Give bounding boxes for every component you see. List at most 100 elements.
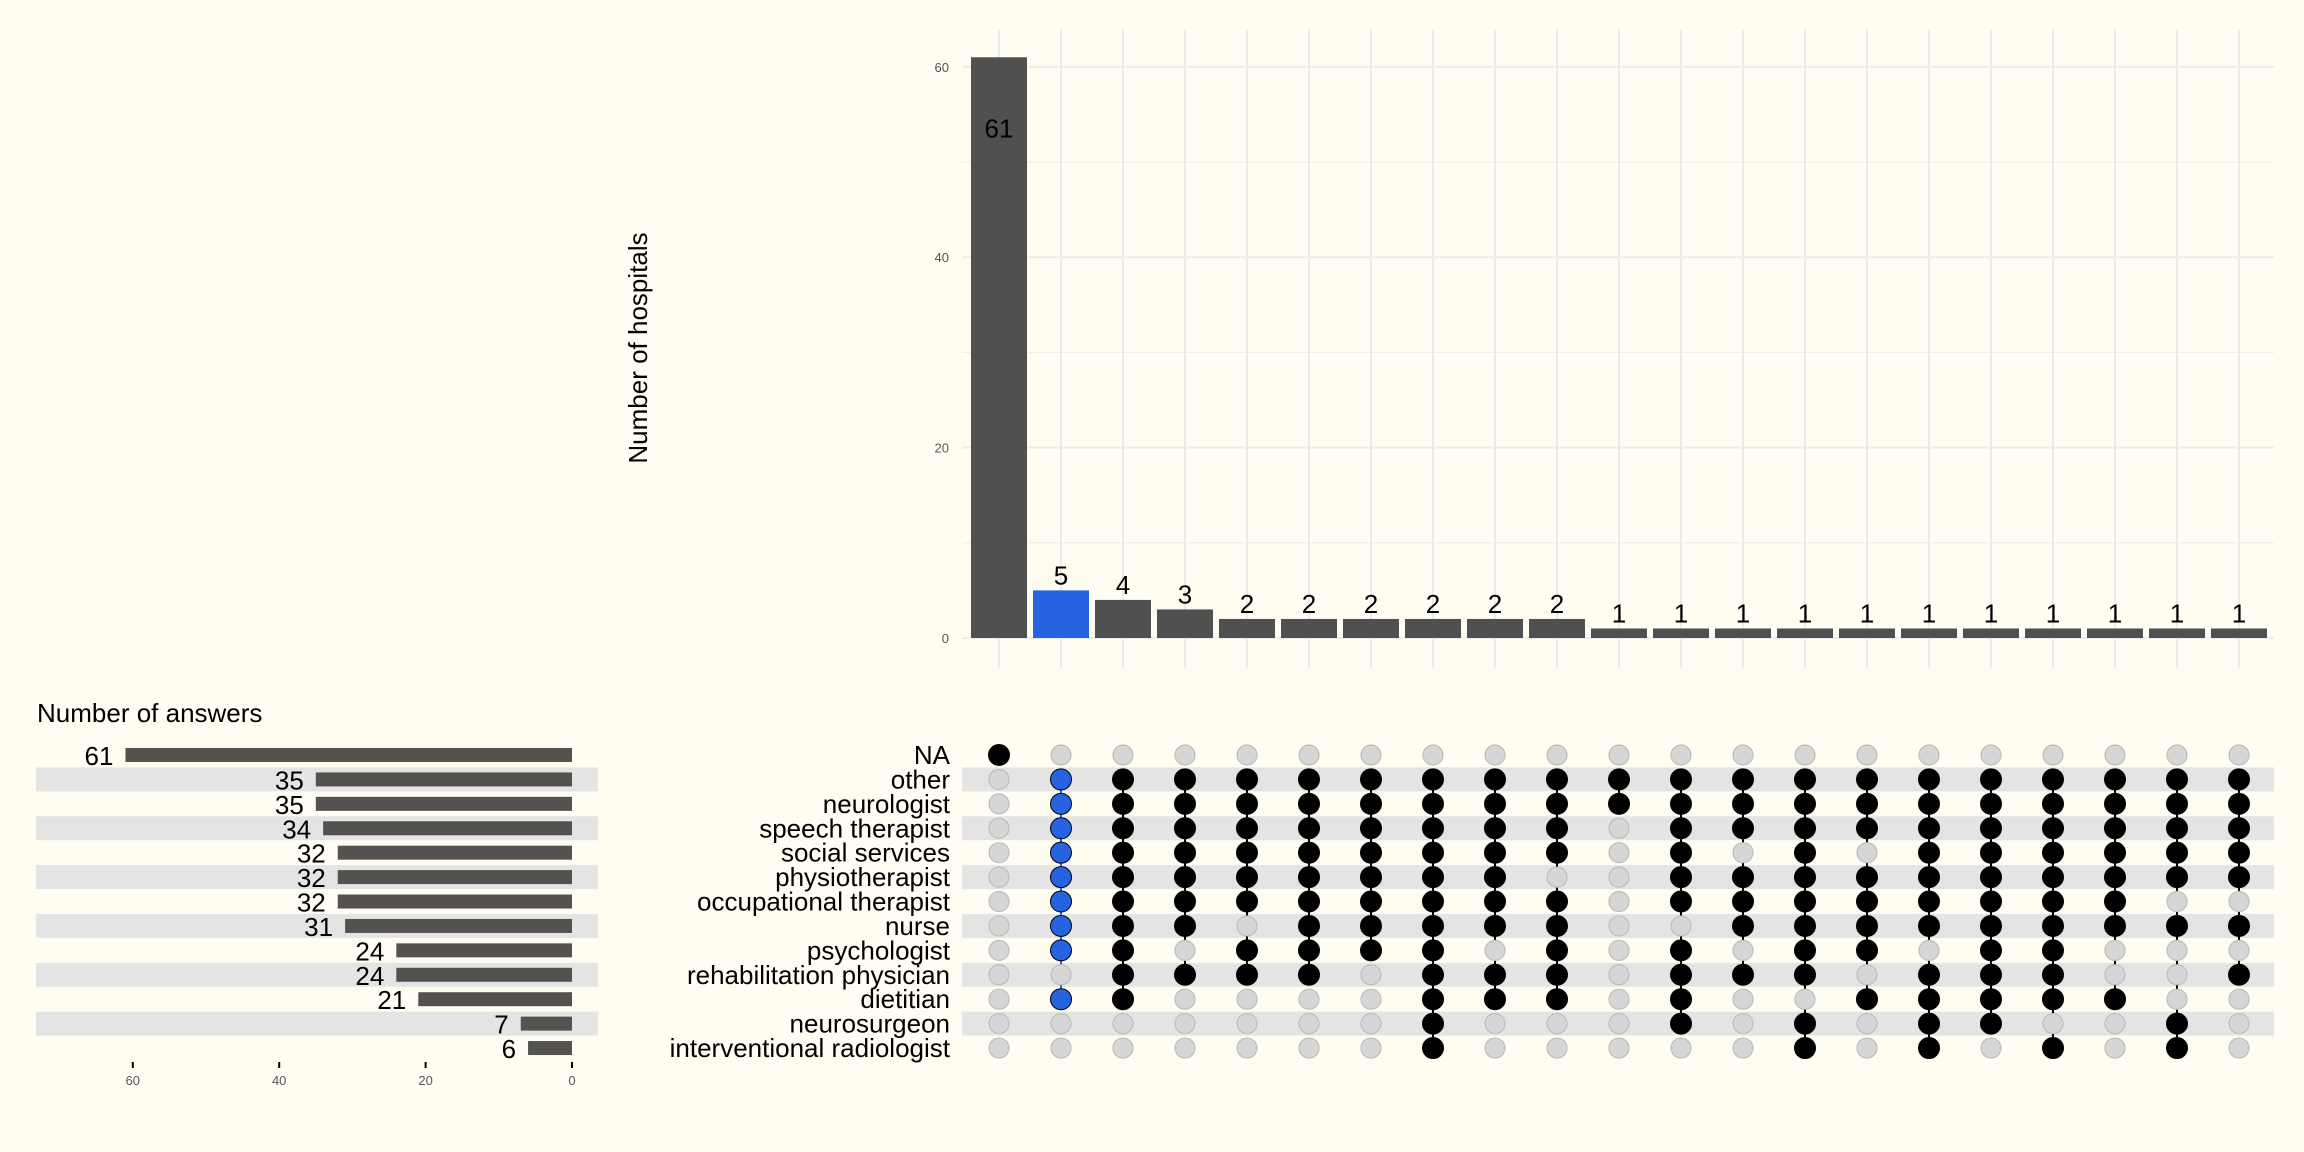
bar-value-label: 3 bbox=[1178, 579, 1192, 609]
matrix-dot-empty bbox=[1608, 866, 1630, 888]
matrix-dot-filled bbox=[1360, 890, 1382, 913]
set-label: speech therapist bbox=[759, 813, 951, 843]
matrix-dot-filled bbox=[1484, 890, 1506, 913]
set-label: interventional radiologist bbox=[670, 1033, 951, 1063]
matrix-dot-filled bbox=[1422, 963, 1444, 986]
matrix-dot-empty bbox=[1794, 988, 1816, 1010]
matrix-dot-filled bbox=[1670, 792, 1692, 815]
matrix-dot-filled bbox=[1112, 768, 1134, 791]
set-size-bar bbox=[337, 894, 572, 909]
matrix-dot-empty bbox=[1484, 1013, 1506, 1035]
matrix-dot-filled bbox=[1980, 866, 2002, 889]
set-label: rehabilitation physician bbox=[687, 960, 950, 990]
set-band bbox=[36, 1011, 598, 1036]
y-axis-label: Number of hospitals bbox=[623, 232, 653, 463]
set-size-bar bbox=[418, 992, 572, 1007]
matrix-dot-empty bbox=[2166, 744, 2188, 766]
matrix-dot-empty bbox=[1050, 1013, 1072, 1035]
matrix-dot-filled bbox=[1670, 988, 1692, 1011]
matrix-dot-empty bbox=[988, 817, 1010, 839]
matrix-dot-filled bbox=[1236, 768, 1258, 791]
bar-value-label: 2 bbox=[1364, 589, 1378, 619]
matrix-dot-filled bbox=[1794, 866, 1816, 889]
matrix-dot-filled bbox=[1980, 914, 2002, 937]
set-size-bar bbox=[396, 967, 572, 982]
matrix-dot-empty bbox=[1050, 744, 1072, 766]
matrix-dot-filled bbox=[1298, 841, 1320, 864]
matrix-dot-filled bbox=[1856, 939, 1878, 962]
set-size-value: 31 bbox=[304, 912, 333, 942]
matrix-dot-filled bbox=[1298, 792, 1320, 815]
matrix-dot-filled bbox=[1360, 939, 1382, 962]
matrix-dot-filled bbox=[2104, 890, 2126, 913]
matrix-dot-filled bbox=[1298, 890, 1320, 913]
matrix-dot-filled bbox=[2228, 866, 2250, 889]
set-label: dietitian bbox=[860, 984, 950, 1014]
matrix-dot-filled bbox=[1422, 866, 1444, 889]
matrix-dot-filled bbox=[1422, 817, 1444, 840]
matrix-dot-filled bbox=[1980, 963, 2002, 986]
matrix-dot-empty bbox=[1856, 1013, 1878, 1035]
matrix-dot-empty bbox=[2104, 1013, 2126, 1035]
matrix-dot-filled bbox=[1236, 963, 1258, 986]
matrix-dot-empty bbox=[988, 793, 1010, 815]
matrix-dot-filled bbox=[1422, 768, 1444, 791]
matrix-dot-filled bbox=[1856, 866, 1878, 889]
bar-value-label: 2 bbox=[1488, 589, 1502, 619]
matrix-dot-empty bbox=[1050, 964, 1072, 986]
matrix-dot-empty bbox=[1236, 988, 1258, 1010]
set-label: physiotherapist bbox=[775, 862, 951, 892]
matrix-dot-filled bbox=[2228, 817, 2250, 840]
matrix-dot-filled bbox=[1422, 792, 1444, 815]
matrix-dot-filled bbox=[1174, 866, 1196, 889]
matrix-dot-filled bbox=[2228, 841, 2250, 864]
matrix-dot-empty bbox=[1608, 890, 1630, 913]
matrix-dot-filled bbox=[1918, 792, 1940, 815]
matrix-dot-filled bbox=[1112, 988, 1134, 1011]
intersection-bar bbox=[1777, 628, 1833, 638]
matrix-dot-empty bbox=[1608, 915, 1630, 937]
matrix-dot-empty bbox=[1174, 1037, 1196, 1059]
matrix-dot-filled bbox=[1546, 841, 1568, 864]
matrix-dot-filled bbox=[1794, 914, 1816, 937]
set-size-value: 35 bbox=[275, 790, 304, 820]
matrix-dot-filled bbox=[2166, 1037, 2188, 1060]
matrix-dot-filled bbox=[1174, 890, 1196, 913]
matrix-dot-filled bbox=[1546, 792, 1568, 815]
intersection-bar bbox=[1901, 628, 1957, 638]
matrix-dot-empty bbox=[1732, 744, 1754, 766]
matrix-dot-empty bbox=[988, 842, 1010, 864]
set-label: neurologist bbox=[823, 789, 951, 819]
matrix-dot-filled bbox=[1546, 817, 1568, 840]
intersection-bar bbox=[1591, 628, 1647, 638]
matrix-dot-filled bbox=[1608, 792, 1630, 815]
set-label: neurosurgeon bbox=[790, 1009, 950, 1039]
matrix-dot-empty bbox=[1918, 744, 1940, 766]
matrix-dot-empty bbox=[1608, 939, 1630, 961]
set-size-value: 7 bbox=[494, 1010, 508, 1040]
matrix-dot-filled bbox=[1422, 914, 1444, 937]
bar-value-label: 1 bbox=[1798, 598, 1812, 628]
matrix-dot-empty bbox=[1360, 964, 1382, 986]
intersection-bar bbox=[1653, 628, 1709, 638]
matrix-dot-filled bbox=[1608, 768, 1630, 791]
matrix-dot-filled bbox=[2166, 768, 2188, 791]
matrix-dot-empty bbox=[1670, 915, 1692, 937]
matrix-dot-filled bbox=[1174, 768, 1196, 791]
matrix-dot-filled bbox=[1918, 866, 1940, 889]
matrix-dot-filled bbox=[1856, 890, 1878, 913]
intersection-bar bbox=[1033, 590, 1089, 638]
matrix-dot-filled bbox=[1050, 914, 1072, 937]
matrix-dot-filled bbox=[1918, 963, 1940, 986]
set-label: nurse bbox=[885, 911, 950, 941]
intersection-bar bbox=[1343, 618, 1399, 638]
matrix-dot-filled bbox=[1236, 792, 1258, 815]
matrix-dot-filled bbox=[1856, 914, 1878, 937]
matrix-dot-filled bbox=[1856, 988, 1878, 1011]
matrix-dot-filled bbox=[1112, 792, 1134, 815]
matrix-dot-empty bbox=[1174, 1013, 1196, 1035]
set-size-value: 6 bbox=[502, 1034, 516, 1064]
matrix-dot-empty bbox=[1732, 939, 1754, 961]
